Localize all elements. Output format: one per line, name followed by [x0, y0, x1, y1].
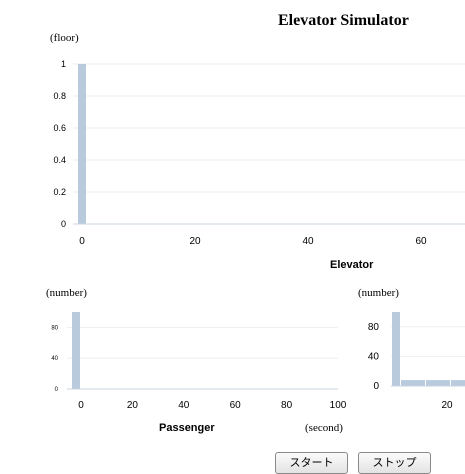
elevator-y-tick-label: 0.8 [53, 91, 66, 101]
histogram-bar [426, 380, 450, 386]
passenger-x-tick-label: 100 [330, 400, 347, 411]
elevator-x-tick-label: 40 [302, 236, 314, 247]
elevator-chart-title: Elevator [330, 259, 374, 271]
elevator-y-tick-label: 0.4 [53, 155, 66, 165]
passenger-x-tick-label: 40 [178, 400, 190, 411]
passenger-x-tick-label: 20 [127, 400, 139, 411]
passenger-bar [72, 312, 80, 389]
passenger-chart: 0 40 80 0 20 40 60 80 100 [51, 312, 347, 411]
elevator-y-tick-label: 0.6 [53, 123, 66, 133]
histogram-bar [401, 380, 425, 386]
histogram-bar [451, 380, 465, 386]
histogram-x-tick-label: 20 [441, 400, 453, 411]
elevator-y-tick-label: 0 [61, 219, 66, 229]
elevator-x-tick-label: 60 [415, 236, 427, 247]
histogram-y-tick-label: 0 [373, 381, 379, 392]
passenger-y-tick-label: 80 [51, 325, 58, 331]
passenger-chart-title: Passenger [159, 422, 215, 434]
elevator-x-tick-label: 20 [189, 236, 201, 247]
stop-button[interactable]: ストップ [358, 452, 431, 474]
histogram-y-tick-label: 80 [368, 322, 380, 333]
passenger-x-tick-label: 0 [78, 400, 84, 411]
histogram-bar [392, 312, 400, 386]
histogram-chart: 0 40 80 20 [368, 312, 465, 411]
elevator-bar [78, 64, 86, 224]
start-button[interactable]: スタート [275, 452, 348, 474]
elevator-x-tick-label: 0 [79, 236, 85, 247]
passenger-x-tick-label: 80 [281, 400, 293, 411]
elevator-y-tick-label: 0.2 [53, 187, 66, 197]
passenger-x-unit: (second) [305, 422, 343, 434]
histogram-y-tick-label: 40 [368, 351, 380, 362]
elevator-chart: 0 0.2 0.4 0.6 0.8 1 0 20 40 60 [53, 59, 465, 247]
passenger-y-tick-label: 40 [51, 356, 58, 362]
elevator-y-tick-label: 1 [61, 59, 66, 69]
passenger-x-tick-label: 60 [230, 400, 242, 411]
elevator-y-unit: (floor) [50, 32, 79, 44]
passenger-y-tick-label: 0 [55, 387, 59, 393]
passenger-y-unit: (number) [46, 287, 87, 299]
page-title: Elevator Simulator [278, 12, 409, 29]
histogram-y-unit: (number) [358, 287, 399, 299]
